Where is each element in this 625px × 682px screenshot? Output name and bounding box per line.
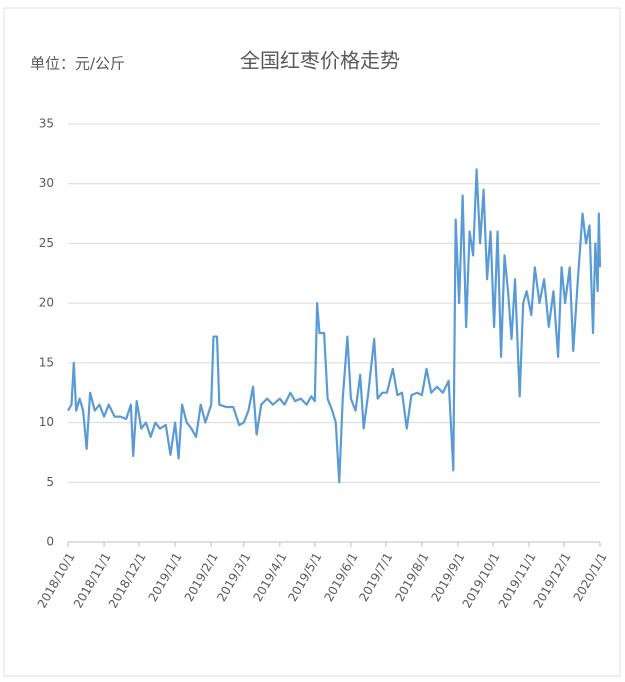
y-tick-label: 25: [39, 236, 54, 250]
y-tick-label: 35: [39, 117, 54, 131]
y-tick-label: 5: [46, 475, 54, 489]
price-line: [67, 168, 602, 484]
y-tick-label: 15: [39, 355, 54, 369]
y-tick-label: 20: [39, 296, 54, 310]
y-tick-label: 30: [39, 176, 54, 190]
unit-label: 单位：元/公斤: [30, 55, 125, 73]
chart-title: 全国红枣价格走势: [240, 49, 400, 73]
y-tick-label: 0: [46, 535, 54, 549]
y-tick-label: 10: [39, 415, 54, 429]
